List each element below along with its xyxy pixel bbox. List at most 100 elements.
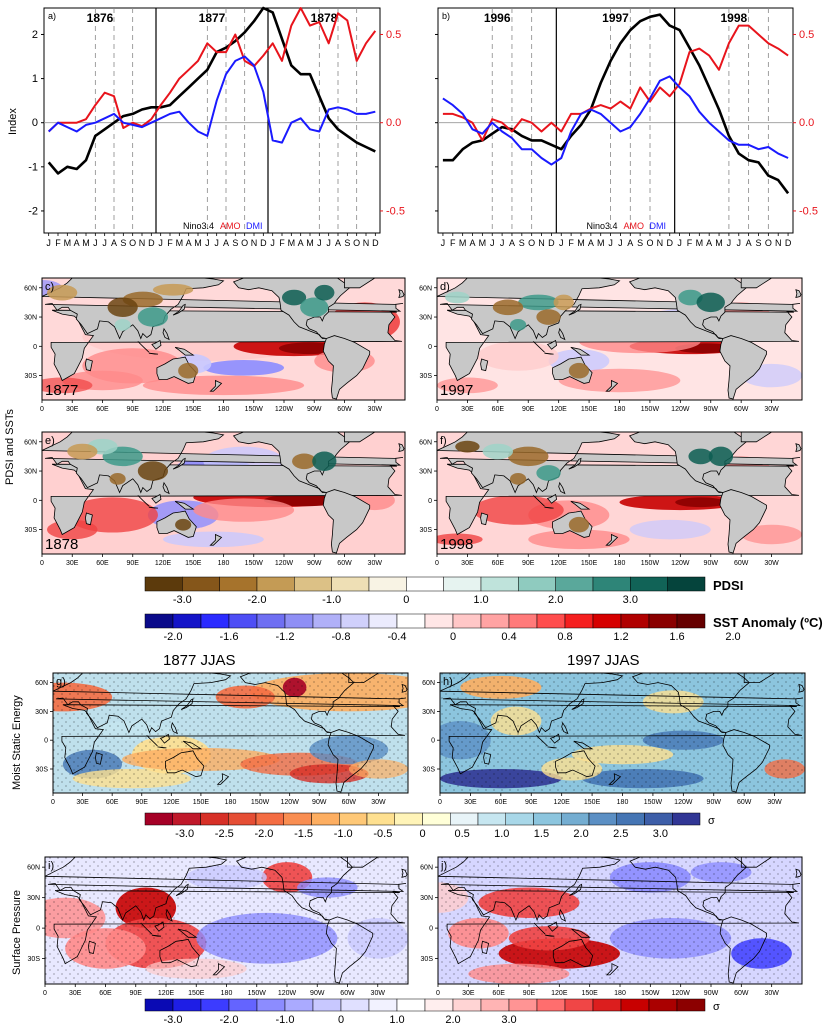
colorbar-swatch [616, 812, 645, 826]
map-d: 60N 30N 0 30S 0 30E 60E 90E 120E 150E 180 150W 120W 9… [419, 277, 803, 413]
significance-stippling [440, 673, 805, 793]
coastline [61, 704, 406, 775]
coastline [343, 278, 376, 289]
pdsi-patch [509, 472, 527, 485]
legend-dmi: DMI [650, 221, 667, 231]
ylabel-index: Index [7, 108, 19, 135]
month-label: M [715, 238, 723, 248]
month-label: M [176, 238, 184, 248]
lon-tick-label: 60E [96, 560, 109, 567]
coastline [148, 352, 159, 355]
colorbar-swatch [228, 613, 258, 629]
lon-tick-label: 180 [614, 990, 626, 997]
lon-tick-label: 30W [764, 406, 779, 413]
lon-tick-label: 60W [737, 799, 752, 806]
series-line-nino34 [47, 6, 376, 175]
month-label: J [317, 238, 322, 248]
coastline [568, 457, 582, 470]
lon-tick-label: 30E [66, 560, 79, 567]
colorbar-swatch [452, 613, 482, 629]
row-label-mse: Moist Static Energy [11, 695, 23, 790]
colorbar-tick-label: -0.8 [332, 631, 351, 643]
colorbar-swatch [312, 998, 342, 1012]
colorbar-tick-label: 0.5 [454, 828, 469, 840]
colorbar-tick-label: 1.2 [613, 631, 628, 643]
colorbar-swatch [676, 613, 706, 629]
y2-tick-label: -0.5 [386, 205, 405, 217]
lat-tick-label: 60N [35, 680, 48, 687]
lon-tick-label: 120E [551, 990, 568, 997]
coastline [235, 857, 354, 921]
lon-tick-label: 180 [221, 990, 233, 997]
coastline [719, 916, 767, 984]
coastline [151, 339, 162, 350]
colorbar-swatch [508, 998, 538, 1012]
lon-tick-label: 150W [248, 990, 267, 997]
month-label: J [608, 238, 613, 248]
colorbar-swatch [368, 998, 398, 1012]
coastline [84, 358, 93, 372]
legend-dmi: DMI [246, 221, 263, 231]
colorbar-swatch [394, 812, 423, 826]
month-label: A [111, 238, 117, 248]
lon-tick-label: 120W [275, 560, 294, 567]
coastline [174, 500, 195, 510]
month-label: M [288, 238, 296, 248]
month-label: M [64, 238, 72, 248]
pdsi-patch [678, 289, 703, 306]
lon-tick-label: 180 [225, 799, 237, 806]
map-field [42, 278, 405, 400]
colorbar-tick-label: 1.6 [669, 631, 684, 643]
month-label: M [306, 238, 314, 248]
lat-tick-label: 30S [25, 527, 38, 534]
lat-tick-label: 0 [428, 344, 432, 351]
colorbar-swatch [505, 812, 534, 826]
coastline [743, 673, 776, 683]
panel-tag: f) [440, 435, 447, 447]
month-label: N [775, 238, 782, 248]
pdsi-patch [152, 283, 194, 296]
month-label: S [232, 238, 238, 248]
lon-tick-label: 180 [218, 560, 230, 567]
lon-tick-label: 150E [581, 560, 598, 567]
coastline [172, 457, 186, 470]
coastline [798, 683, 805, 693]
month-label: F [568, 238, 574, 248]
lon-tick-label: 150E [185, 560, 202, 567]
coastline [605, 963, 619, 976]
lon-tick-label: 30E [461, 560, 474, 567]
coastline [401, 683, 408, 693]
colorbar-mse: -3.0 -2.5 -2.0 -1.5 -1.0 -0.5 0 0.5 1.0 1.5 2.0 2.5… [144, 812, 715, 840]
coastline [151, 934, 162, 937]
coastline [84, 512, 93, 526]
colorbar-swatch [536, 998, 566, 1012]
lon-tick-label: 150E [188, 990, 205, 997]
coastline [795, 443, 802, 453]
colorbar-swatch [311, 812, 340, 826]
lat-tick-label: 30S [423, 767, 436, 774]
lat-tick-label: 30N [35, 709, 48, 716]
month-label: D [260, 238, 267, 248]
coastline [545, 934, 555, 937]
coastline [348, 673, 380, 683]
coastline [209, 379, 223, 392]
coastline [212, 963, 226, 976]
coastline [558, 908, 567, 922]
colorbar-tick-label: 0.4 [501, 631, 516, 643]
pdsi-patch [137, 307, 169, 327]
map-year-label: 1878 [45, 536, 78, 553]
lon-tick-label: 150E [193, 799, 210, 806]
lon-tick-label: 120E [163, 799, 180, 806]
y2-tick-label: 0.5 [386, 29, 401, 41]
lat-tick-label: 60N [24, 439, 37, 446]
coastline [239, 673, 355, 733]
colorbar-tick-label: -1.0 [276, 1014, 295, 1024]
colorbar-swatch [424, 613, 454, 629]
colorbar-label: SST Anomaly (ºC) [713, 615, 823, 630]
colorbar-tick-label: 2.0 [445, 1014, 460, 1024]
lat-tick-label: 60N [419, 439, 432, 446]
colorbar-swatch [228, 812, 257, 826]
month-label: A [627, 238, 633, 248]
colorbar-swatch [396, 998, 426, 1012]
lon-tick-label: 30E [66, 406, 79, 413]
